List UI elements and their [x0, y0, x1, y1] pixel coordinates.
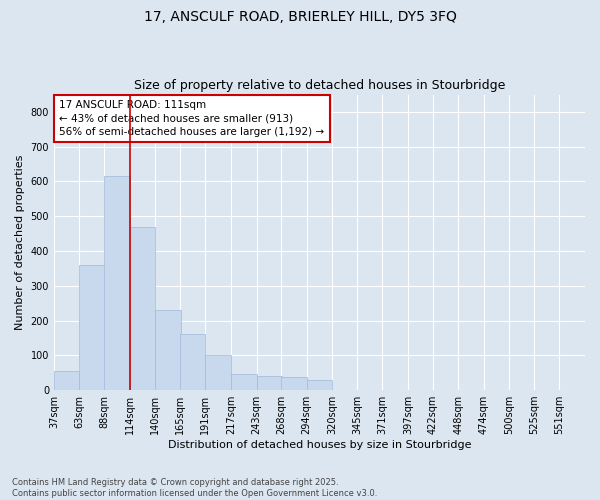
Bar: [155, 310, 181, 390]
Bar: [307, 380, 332, 390]
Bar: [205, 356, 231, 390]
Text: 17 ANSCULF ROAD: 111sqm
← 43% of detached houses are smaller (913)
56% of semi-d: 17 ANSCULF ROAD: 111sqm ← 43% of detache…: [59, 100, 325, 137]
Title: Size of property relative to detached houses in Stourbridge: Size of property relative to detached ho…: [134, 79, 505, 92]
Bar: [79, 265, 105, 390]
Bar: [130, 226, 155, 390]
Y-axis label: Number of detached properties: Number of detached properties: [15, 154, 25, 330]
Text: 17, ANSCULF ROAD, BRIERLEY HILL, DY5 3FQ: 17, ANSCULF ROAD, BRIERLEY HILL, DY5 3FQ: [143, 10, 457, 24]
Bar: [281, 377, 307, 390]
Bar: [180, 334, 205, 390]
Text: Contains HM Land Registry data © Crown copyright and database right 2025.
Contai: Contains HM Land Registry data © Crown c…: [12, 478, 377, 498]
Bar: [231, 374, 257, 390]
Bar: [104, 176, 130, 390]
Bar: [257, 376, 282, 390]
X-axis label: Distribution of detached houses by size in Stourbridge: Distribution of detached houses by size …: [168, 440, 471, 450]
Bar: [54, 371, 79, 390]
